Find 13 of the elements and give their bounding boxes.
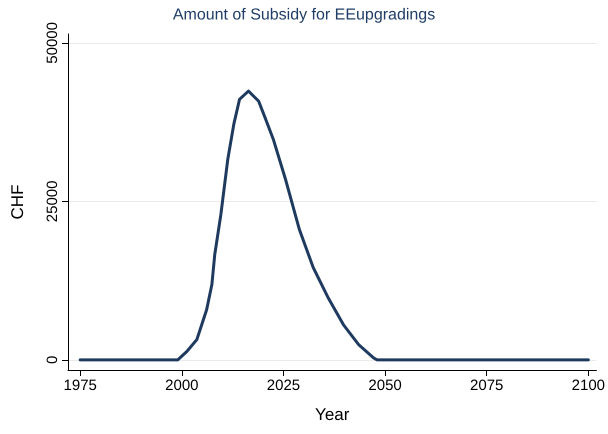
x-axis-title: Year [315,405,350,424]
x-tick-label: 2100 [572,377,606,394]
x-tick-label: 1975 [64,377,97,394]
line-series [78,90,590,362]
chart-title: Amount of Subsidy for EEupgradings [172,6,436,24]
x-tick-label: 2025 [266,377,300,394]
x-tick-label: 2000 [165,377,199,394]
y-tick-label: 25000 [44,180,61,222]
y-tick-label: 50000 [44,22,61,64]
x-tick-label: 2050 [368,377,402,394]
y-tick-label: 0 [44,356,61,364]
y-axis-title: CHF [8,184,27,220]
x-tick-label: 2075 [470,377,504,394]
